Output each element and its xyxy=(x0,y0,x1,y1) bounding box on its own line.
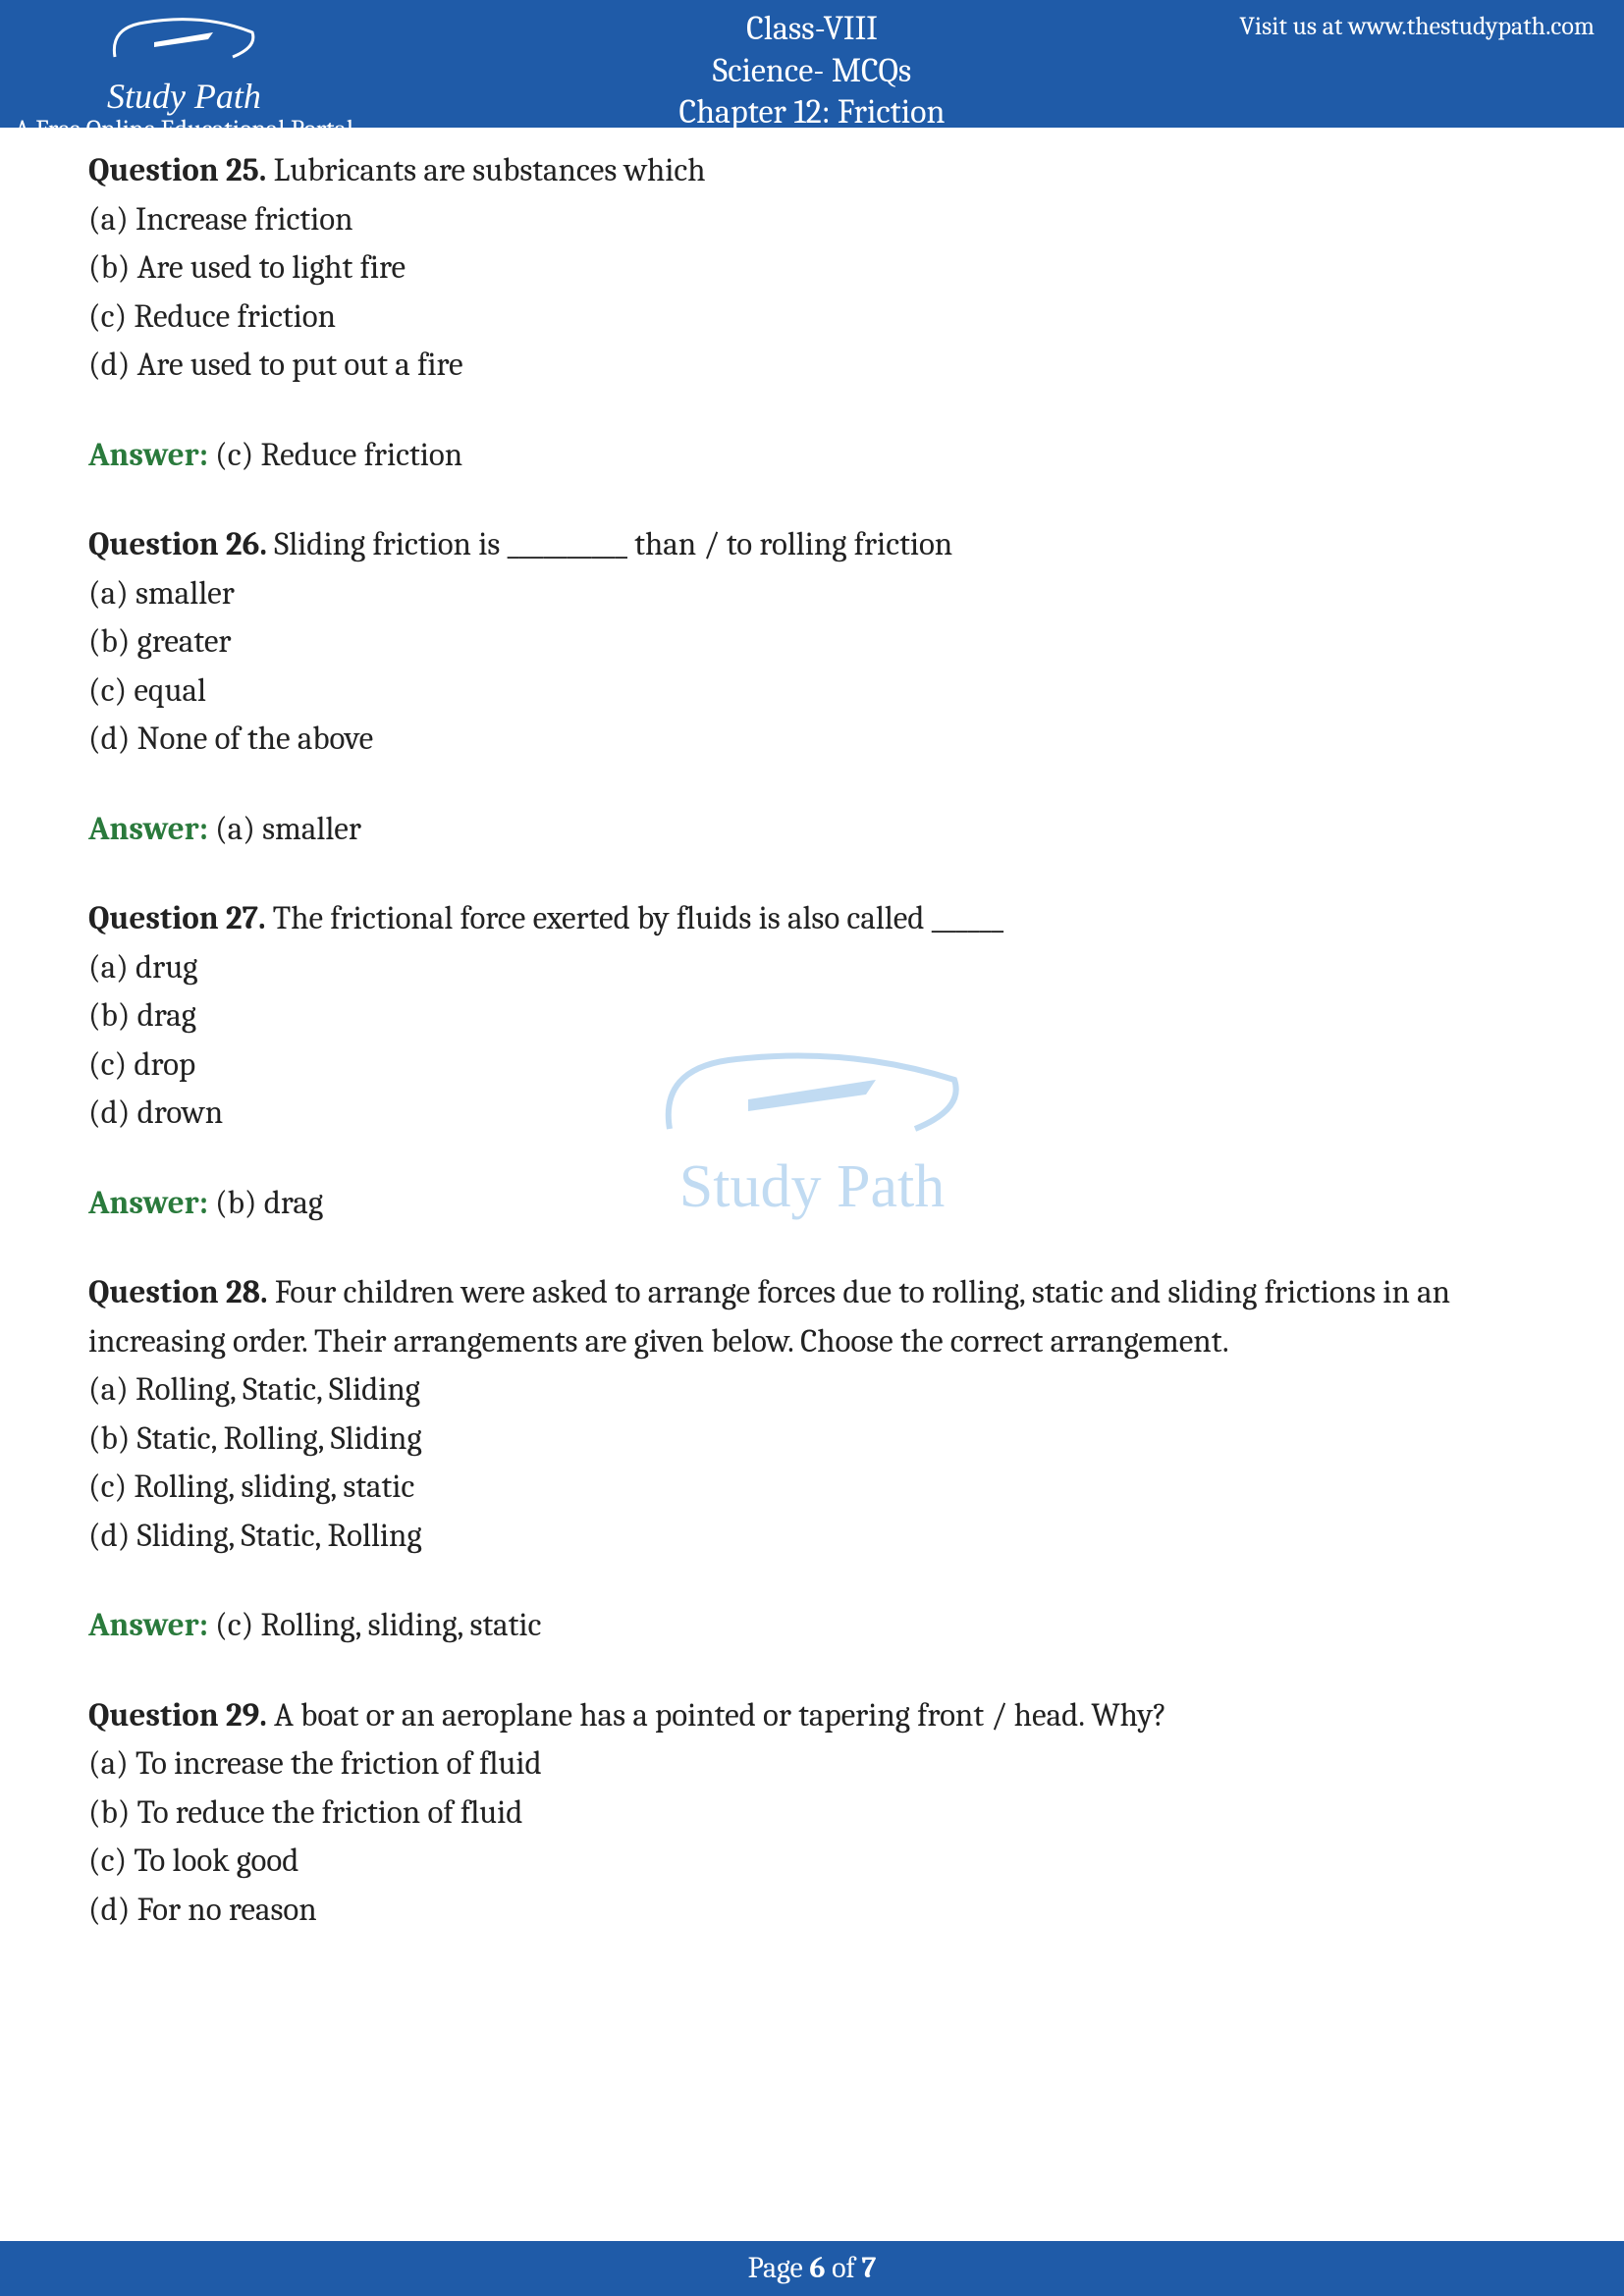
question-line: Question 25. Lubricants are substances w… xyxy=(88,147,1536,196)
answer-text: (a) smaller xyxy=(208,811,361,848)
option-d: (d) For no reason xyxy=(88,1887,1536,1936)
answer-line: Answer: (b) drag xyxy=(88,1180,1536,1229)
question-25: Question 25. Lubricants are substances w… xyxy=(88,147,1536,480)
question-number: Question 28. xyxy=(88,1274,268,1311)
option-a: (a) Increase friction xyxy=(88,196,1536,245)
footer-prefix: Page xyxy=(748,2251,810,2285)
question-28: Question 28. Four children were asked to… xyxy=(88,1269,1536,1651)
subject-line: Science- MCQs xyxy=(679,50,946,92)
answer-line: Answer: (a) smaller xyxy=(88,806,1536,855)
logo-text: Study Path xyxy=(15,76,353,117)
option-c: (c) Rolling, sliding, static xyxy=(88,1464,1536,1513)
option-c: (c) Reduce friction xyxy=(88,294,1536,343)
answer-label: Answer: xyxy=(88,1607,208,1644)
option-a: (a) To increase the friction of fluid xyxy=(88,1740,1536,1789)
option-a: (a) Rolling, Static, Sliding xyxy=(88,1366,1536,1415)
question-text: Lubricants are substances which xyxy=(266,152,705,189)
option-d: (d) Are used to put out a fire xyxy=(88,342,1536,391)
visit-link[interactable]: Visit us at www.thestudypath.com xyxy=(1239,12,1595,41)
answer-text: (c) Rolling, sliding, static xyxy=(208,1607,542,1644)
answer-text: (b) drag xyxy=(208,1185,323,1222)
question-number: Question 27. xyxy=(88,900,266,937)
option-b: (b) To reduce the friction of fluid xyxy=(88,1789,1536,1839)
answer-line: Answer: (c) Reduce friction xyxy=(88,432,1536,481)
question-text: Sliding friction is __________ than / to… xyxy=(267,526,952,563)
footer-middle: of xyxy=(826,2251,862,2285)
answer-text: (c) Reduce friction xyxy=(208,437,462,474)
question-text: The frictional force exerted by fluids i… xyxy=(266,900,1004,937)
option-d: (d) drown xyxy=(88,1090,1536,1139)
question-line: Question 27. The frictional force exerte… xyxy=(88,895,1536,944)
option-b: (b) Are used to light fire xyxy=(88,244,1536,294)
answer-label: Answer: xyxy=(88,811,208,848)
portal-tagline: A Free Online Educational Portal xyxy=(15,115,353,144)
page-footer: Page 6 of 7 xyxy=(0,2241,1624,2296)
option-a: (a) smaller xyxy=(88,570,1536,619)
question-text: Four children were asked to arrange forc… xyxy=(88,1274,1450,1361)
logo-pen-icon xyxy=(105,8,262,72)
option-c: (c) equal xyxy=(88,667,1536,717)
option-c: (c) drop xyxy=(88,1041,1536,1091)
option-b: (b) greater xyxy=(88,618,1536,667)
header-title-block: Class-VIII Science- MCQs Chapter 12: Fri… xyxy=(679,8,946,133)
class-line: Class-VIII xyxy=(679,8,946,50)
question-number: Question 29. xyxy=(88,1697,267,1735)
option-b: (b) drag xyxy=(88,992,1536,1041)
answer-label: Answer: xyxy=(88,1185,208,1222)
chapter-line: Chapter 12: Friction xyxy=(679,91,946,133)
footer-current: 6 xyxy=(809,2251,825,2285)
question-27: Question 27. The frictional force exerte… xyxy=(88,895,1536,1228)
page-header: Study Path A Free Online Educational Por… xyxy=(0,0,1624,128)
question-29: Question 29. A boat or an aeroplane has … xyxy=(88,1692,1536,1936)
content-area: Question 25. Lubricants are substances w… xyxy=(0,128,1624,1935)
option-d: (d) None of the above xyxy=(88,716,1536,765)
question-line: Question 28. Four children were asked to… xyxy=(88,1269,1536,1366)
option-a: (a) drug xyxy=(88,944,1536,993)
question-line: Question 26. Sliding friction is _______… xyxy=(88,521,1536,570)
logo-area: Study Path A Free Online Educational Por… xyxy=(15,8,353,144)
question-number: Question 26. xyxy=(88,526,267,563)
footer-total: 7 xyxy=(862,2251,877,2285)
question-26: Question 26. Sliding friction is _______… xyxy=(88,521,1536,854)
option-b: (b) Static, Rolling, Sliding xyxy=(88,1415,1536,1465)
option-d: (d) Sliding, Static, Rolling xyxy=(88,1513,1536,1562)
question-text: A boat or an aeroplane has a pointed or … xyxy=(267,1697,1166,1735)
answer-label: Answer: xyxy=(88,437,208,474)
question-number: Question 25. xyxy=(88,152,266,189)
question-line: Question 29. A boat or an aeroplane has … xyxy=(88,1692,1536,1741)
answer-line: Answer: (c) Rolling, sliding, static xyxy=(88,1602,1536,1651)
option-c: (c) To look good xyxy=(88,1838,1536,1887)
